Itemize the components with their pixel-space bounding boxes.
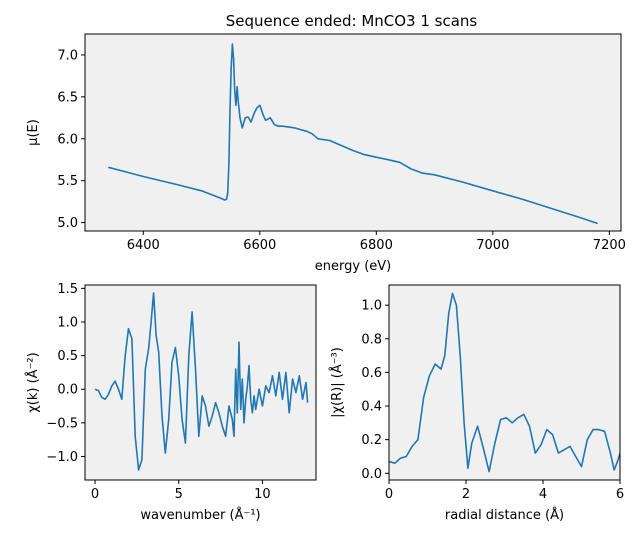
series-line-0 — [94, 292, 309, 471]
x-tick-label: 6600 — [243, 238, 276, 253]
y-tick-label: 0.0 — [57, 383, 78, 398]
y-tick-label: 0.2 — [361, 433, 382, 448]
y-tick-label: 1.0 — [57, 315, 78, 330]
x-tick-label: 5 — [175, 487, 183, 502]
y-tick-label: −1.0 — [46, 450, 78, 465]
y-axis-label: χ(k) (Å⁻²) — [25, 352, 41, 412]
y-tick-label: 1.0 — [361, 299, 382, 314]
series-line-0 — [389, 292, 620, 473]
series-line-0 — [108, 43, 598, 225]
x-tick-label: 0 — [385, 487, 393, 502]
y-tick-label: 5.5 — [57, 174, 78, 189]
y-axis-label: μ(E) — [26, 119, 41, 146]
x-axis-label: radial distance (Å) — [445, 507, 564, 523]
axes-frame — [84, 284, 317, 481]
x-axis-label: energy (eV) — [315, 259, 391, 274]
axes-frame — [84, 33, 622, 232]
y-axis-label: |χ(R)| (Å⁻³) — [329, 347, 345, 418]
y-tick-label: −0.5 — [46, 416, 78, 431]
x-axis-label: wavenumber (Å⁻¹) — [140, 507, 260, 523]
plot-area — [85, 34, 621, 231]
y-tick-label: 0.0 — [361, 467, 382, 482]
figure-title: Sequence ended: MnCO3 1 scans — [226, 12, 478, 30]
x-tick-label: 2 — [462, 487, 470, 502]
x-tick-label: 6400 — [127, 238, 160, 253]
x-tick-label: 0 — [91, 487, 99, 502]
axes-radial: 0 2 4 6 0.0 0.2 0.4 0.6 0.8 1.0 radial distance (Å… — [329, 284, 624, 523]
y-tick-label: 6.5 — [57, 90, 78, 105]
axes-frame — [388, 284, 621, 481]
x-tick-label: 4 — [539, 487, 547, 502]
y-tick-label: 5.0 — [57, 216, 78, 231]
plot-area — [85, 285, 316, 480]
y-tick-label: 0.5 — [57, 349, 78, 364]
x-tick-label: 7200 — [593, 238, 626, 253]
axes-wavenumber: 0 5 10 −1.0 −0.5 0.0 0.5 1.0 1.5 wavenumber (Å⁻¹)… — [25, 282, 317, 523]
axes-energy: 6400 6600 6800 7000 7200 5.0 5.5 6.0 6.5 7.0 energ… — [26, 33, 626, 274]
y-tick-label: 0.6 — [361, 366, 382, 381]
x-tick-label: 7000 — [476, 238, 509, 253]
x-tick-label: 10 — [254, 487, 271, 502]
y-tick-label: 0.8 — [361, 332, 382, 347]
x-tick-label: 6 — [616, 487, 624, 502]
y-tick-label: 6.0 — [57, 132, 78, 147]
x-tick-label: 6800 — [360, 238, 393, 253]
y-tick-label: 0.4 — [361, 400, 382, 415]
y-tick-label: 1.5 — [57, 282, 78, 297]
y-tick-label: 7.0 — [57, 48, 78, 63]
